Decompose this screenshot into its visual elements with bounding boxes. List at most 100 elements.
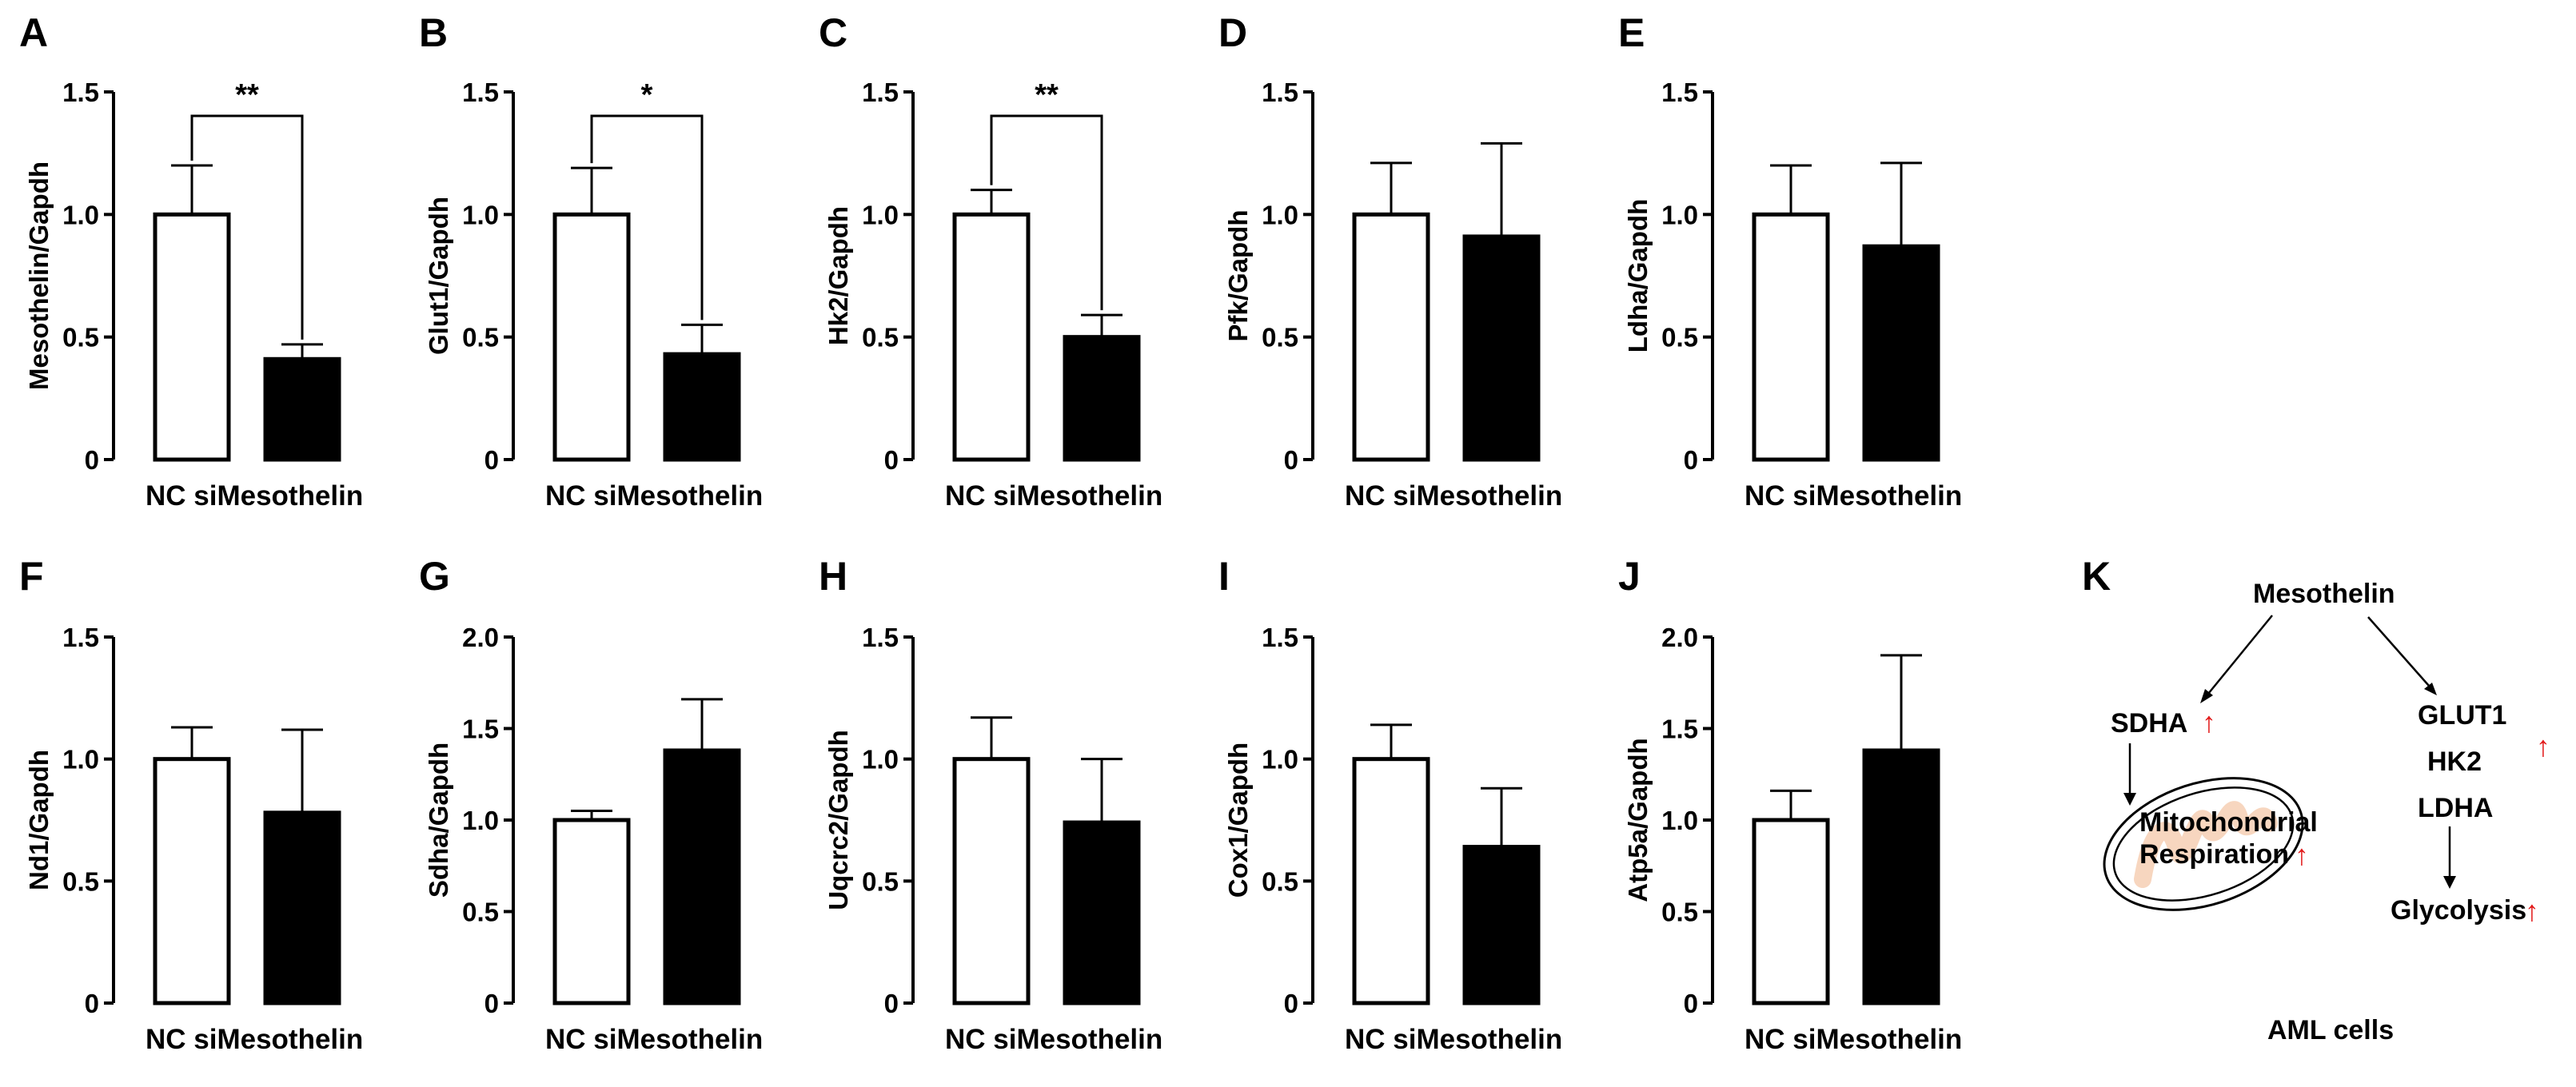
y-tick-label-f: 0.5 — [62, 866, 99, 896]
glycolysis-up-arrow: ↑ — [2525, 894, 2539, 927]
y-tick-label-i: 1.0 — [1262, 745, 1298, 774]
y-tick-label-d: 1.5 — [1262, 78, 1298, 107]
significance-label-c: ** — [1035, 78, 1059, 112]
panel-letter-k: K — [2082, 554, 2111, 599]
y-axis-label-f: Nd1/Gapdh — [24, 750, 54, 890]
y-axis-label-i: Cox1/Gapdh — [1223, 743, 1253, 898]
bar-chart-c: C 0 0.5 1.0 1.5 Hk2/Gapdh NC siMesothelin ** — [819, 10, 1162, 512]
ldha-node: LDHA — [2418, 793, 2493, 823]
category-labels-a: NC siMesothelin — [146, 480, 363, 512]
y-tick-label-e: 1.0 — [1661, 200, 1698, 229]
bar-d-nc — [1352, 212, 1430, 462]
bar-i-simesothelin — [1462, 845, 1541, 1005]
y-axis-label-b: Glut1/Gapdh — [424, 197, 453, 355]
respiration-up-arrow: ↑ — [2295, 838, 2309, 871]
y-tick-label-g: 1.0 — [462, 806, 499, 835]
bar-e-nc — [1752, 212, 1830, 462]
panel-letter-e: E — [1618, 10, 1645, 55]
y-tick-label-e: 1.5 — [1661, 78, 1698, 107]
category-labels-f: NC siMesothelin — [146, 1024, 363, 1055]
y-axis-label-e: Ldha/Gapdh — [1623, 199, 1653, 353]
y-tick-label-i: 0 — [1284, 989, 1298, 1018]
y-tick-label-h: 0.5 — [862, 866, 899, 896]
bar-d-simesothelin — [1462, 234, 1541, 462]
y-axis-label-d: Pfk/Gapdh — [1223, 209, 1253, 341]
bar-g-nc — [552, 818, 631, 1005]
arrow-head-glut1 — [2424, 683, 2437, 695]
bar-chart-j: J 0 0.5 1.0 1.5 2.0 Atp5a/Gapdh NC siMesothelin — [1618, 554, 1962, 1055]
category-labels-g: NC siMesothelin — [545, 1024, 763, 1055]
bar-b-simesothelin — [663, 352, 741, 462]
y-tick-label-h: 0 — [884, 989, 899, 1018]
bar-c-nc — [952, 212, 1031, 462]
bar-i-nc — [1352, 757, 1430, 1005]
category-labels-h: NC siMesothelin — [945, 1024, 1162, 1055]
bar-chart-g: G 0 0.5 1.0 1.5 2.0 Sdha/Gapdh NC siMesothelin — [419, 554, 763, 1055]
category-labels-e: NC siMesothelin — [1745, 480, 1962, 512]
y-tick-label-d: 0 — [1284, 445, 1298, 475]
y-tick-label-j: 2.0 — [1661, 623, 1698, 652]
y-tick-label-b: 0.5 — [462, 323, 499, 352]
panel-letter-g: G — [419, 554, 450, 599]
bar-a-simesothelin — [263, 356, 341, 462]
bar-b-nc — [552, 212, 631, 462]
bar-chart-d: D 0 0.5 1.0 1.5 Pfk/Gapdh NC siMesothelin — [1218, 10, 1562, 512]
mitochondrion-icon — [2103, 777, 2304, 911]
significance-bracket-c — [990, 114, 1103, 311]
y-tick-label-c: 1.5 — [862, 78, 899, 107]
arrow-head-sdha — [2200, 689, 2213, 703]
y-tick-label-c: 0.5 — [862, 323, 899, 352]
bar-chart-a: A 0 0.5 1.0 1.5 Mesothelin/Gapdh NC siMesothel… — [19, 10, 363, 512]
category-labels-d: NC siMesothelin — [1345, 480, 1562, 512]
category-labels-i: NC siMesothelin — [1345, 1024, 1562, 1055]
panel-letter-h: H — [819, 554, 847, 599]
bar-h-simesothelin — [1063, 820, 1141, 1005]
y-tick-label-a: 1.0 — [62, 200, 99, 229]
y-tick-label-i: 1.5 — [1262, 623, 1298, 652]
y-tick-label-j: 1.0 — [1661, 806, 1698, 835]
y-axis-label-c: Hk2/Gapdh — [823, 206, 853, 345]
y-axis-label-h: Uqcrc2/Gapdh — [823, 730, 853, 910]
significance-bracket-a — [190, 114, 304, 340]
sdha-node: SDHA — [2111, 708, 2187, 739]
y-tick-label-b: 1.0 — [462, 200, 499, 229]
bar-f-nc — [153, 757, 231, 1005]
bar-h-nc — [952, 757, 1031, 1005]
significance-label-b: * — [641, 78, 653, 112]
y-tick-label-a: 1.5 — [62, 78, 99, 107]
y-tick-label-g: 0 — [484, 989, 499, 1018]
bar-c-simesothelin — [1063, 335, 1141, 462]
y-axis-label-a: Mesothelin/Gapdh — [24, 161, 54, 390]
panel-letter-i: I — [1218, 554, 1230, 599]
significance-label-a: ** — [235, 78, 259, 112]
arrow-to-sdha — [2207, 615, 2273, 695]
panel-letter-c: C — [819, 10, 847, 55]
y-tick-label-d: 1.0 — [1262, 200, 1298, 229]
category-labels-c: NC siMesothelin — [945, 480, 1162, 512]
y-axis-label-g: Sdha/Gapdh — [424, 743, 453, 898]
y-tick-label-j: 0.5 — [1661, 898, 1698, 927]
y-tick-label-h: 1.5 — [862, 623, 899, 652]
y-tick-label-f: 0 — [85, 989, 99, 1018]
y-tick-label-c: 1.0 — [862, 200, 899, 229]
glycolytic-genes-up-arrow: ↑ — [2536, 730, 2550, 762]
y-tick-label-j: 1.5 — [1661, 715, 1698, 744]
category-labels-j: NC siMesothelin — [1745, 1024, 1962, 1055]
y-axis-label-j: Atp5a/Gapdh — [1623, 738, 1653, 902]
aml-cells-label: AML cells — [2267, 1015, 2394, 1045]
bar-chart-f: F 0 0.5 1.0 1.5 Nd1/Gapdh NC siMesothelin — [19, 554, 363, 1055]
bar-chart-panels: A 0 0.5 1.0 1.5 Mesothelin/Gapdh NC siMesothel… — [19, 10, 1962, 1055]
glut1-node: GLUT1 — [2418, 700, 2506, 731]
y-tick-label-i: 0.5 — [1262, 866, 1298, 896]
y-tick-label-c: 0 — [884, 445, 899, 475]
mito-label-line2: Respiration — [2139, 839, 2289, 870]
y-tick-label-g: 2.0 — [462, 623, 499, 652]
y-tick-label-a: 0.5 — [62, 323, 99, 352]
significance-bracket-b — [590, 114, 704, 321]
y-tick-label-f: 1.5 — [62, 623, 99, 652]
bar-chart-i: I 0 0.5 1.0 1.5 Cox1/Gapdh NC siMesothelin — [1218, 554, 1562, 1055]
bar-g-simesothelin — [663, 748, 741, 1005]
y-tick-label-f: 1.0 — [62, 745, 99, 774]
bar-f-simesothelin — [263, 810, 341, 1005]
y-tick-label-b: 0 — [484, 445, 499, 475]
